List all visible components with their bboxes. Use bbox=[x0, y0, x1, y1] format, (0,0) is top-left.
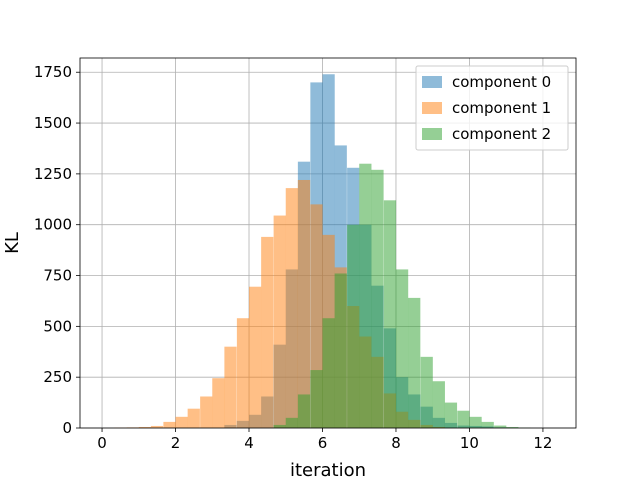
x-tick-label: 0 bbox=[97, 434, 107, 452]
legend-swatch bbox=[422, 128, 442, 140]
plot-frame bbox=[79, 57, 577, 429]
legend: component 0 component 1 component 2 bbox=[415, 65, 569, 151]
bars bbox=[114, 74, 531, 429]
histogram-bar bbox=[273, 215, 286, 428]
histogram-bar bbox=[347, 224, 360, 428]
y-axis-label: KL bbox=[2, 232, 23, 254]
histogram-bar bbox=[297, 179, 311, 428]
legend-label: component 0 bbox=[452, 73, 551, 91]
y-axis-ticks: 0 250 500 750 1000 1250 1500 1750 bbox=[34, 63, 80, 437]
histogram-bar bbox=[261, 236, 274, 428]
histogram-bar bbox=[481, 421, 494, 428]
x-tick-label: 2 bbox=[171, 434, 181, 452]
histogram-bar bbox=[408, 297, 421, 428]
histogram-bar bbox=[383, 200, 397, 428]
histogram-bar bbox=[334, 273, 347, 428]
x-tick-label: 8 bbox=[391, 434, 401, 452]
histogram-bar bbox=[310, 370, 323, 428]
y-tick-label: 500 bbox=[43, 317, 72, 335]
histogram-bar bbox=[359, 163, 372, 428]
histogram-bar bbox=[273, 424, 286, 428]
x-axis-ticks: 0 2 4 6 8 10 12 bbox=[97, 428, 552, 452]
histogram-bar bbox=[285, 188, 298, 428]
histogram-bar bbox=[138, 426, 152, 428]
histogram-bar bbox=[395, 269, 409, 428]
y-tick-label: 0 bbox=[62, 419, 72, 437]
series-2 bbox=[273, 163, 531, 429]
histogram-bar bbox=[457, 410, 470, 428]
y-tick-label: 1500 bbox=[34, 114, 72, 132]
y-tick-label: 750 bbox=[43, 267, 72, 285]
histogram-bar bbox=[236, 318, 250, 428]
y-tick-label: 250 bbox=[43, 368, 72, 386]
histogram-bar bbox=[163, 421, 176, 428]
x-axis-label: iteration bbox=[290, 460, 366, 480]
y-tick-label: 1750 bbox=[34, 63, 72, 81]
histogram-bar bbox=[506, 426, 519, 428]
histogram-bar bbox=[249, 286, 262, 428]
histogram-bar bbox=[444, 402, 458, 428]
legend-label: component 2 bbox=[452, 125, 551, 143]
legend-box bbox=[415, 65, 569, 151]
y-tick-label: 1250 bbox=[34, 165, 72, 183]
x-tick-label: 10 bbox=[460, 434, 479, 452]
histogram-bar bbox=[371, 169, 384, 429]
histogram-bar bbox=[322, 318, 335, 428]
histogram-bar bbox=[175, 416, 188, 428]
histogram-bar bbox=[432, 381, 445, 428]
histogram-bar bbox=[224, 346, 237, 428]
histogram-bar bbox=[212, 378, 225, 428]
x-tick-label: 4 bbox=[244, 434, 254, 452]
legend-swatch bbox=[422, 76, 442, 88]
histogram-bar bbox=[469, 416, 482, 428]
histogram-bar bbox=[187, 408, 200, 428]
histogram-bar bbox=[285, 417, 298, 428]
x-tick-label: 6 bbox=[318, 434, 328, 452]
histogram-bar bbox=[420, 356, 433, 428]
histogram-bar bbox=[150, 425, 164, 428]
histogram-bar bbox=[494, 425, 507, 428]
histogram-bar bbox=[297, 394, 311, 428]
histogram-bar bbox=[200, 396, 213, 428]
legend-swatch bbox=[422, 102, 442, 114]
x-tick-label: 12 bbox=[533, 434, 552, 452]
legend-label: component 1 bbox=[452, 99, 551, 117]
y-tick-label: 1000 bbox=[34, 216, 72, 234]
